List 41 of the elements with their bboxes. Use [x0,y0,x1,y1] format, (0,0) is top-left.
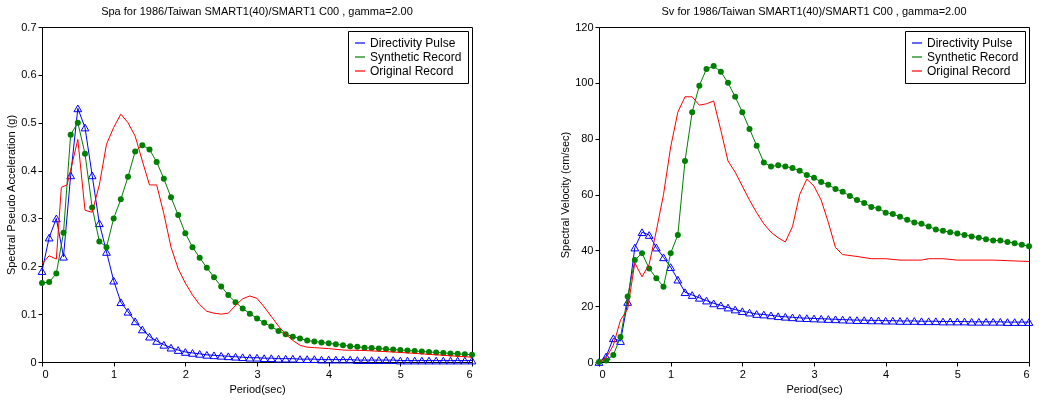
legend-label: Original Record [370,64,454,78]
y-axis-title: Spectral Pseudo Acceleration (g) [5,114,18,276]
y-tick-label: 0.2 [21,259,37,272]
x-tick-label: 3 [254,367,261,380]
x-axis-title: Period(sec) [786,382,843,395]
x-tick-label: 1 [668,367,675,380]
y-axis-title: Spectral Velocity (cm/sec) [559,131,572,259]
y-tick-label: 0.1 [21,307,37,320]
x-tick-label: 2 [739,367,746,380]
y-tick-label: 20 [581,299,594,312]
x-tick-label: 3 [811,367,818,380]
x-tick-label: 2 [182,367,189,380]
legend-label: Original Record [927,64,1011,78]
y-tick-label: 0.3 [21,211,37,224]
y-tick-label: 0.6 [21,68,37,81]
legend-label: Directivity Pulse [927,36,1013,50]
x-tick-label: 5 [397,367,404,380]
y-tick-label: 80 [581,132,594,145]
y-tick-label: 0.5 [21,116,37,129]
x-tick-label: 6 [466,367,473,380]
legend-label: Synthetic Record [927,50,1019,64]
x-tick-label: 4 [883,367,890,380]
chart-title: Spa for 1986/Taiwan SMART1(40)/SMART1 C00 , gamma=2.00 [101,5,413,17]
y-tick-label: 0 [587,355,594,368]
chart-title: Sv for 1986/Taiwan SMART1(40)/SMART1 C00 , gamma=2.00 [661,5,967,17]
x-tick-label: 6 [1023,367,1030,380]
x-tick-label: 0 [42,367,49,380]
y-tick-label: 0.7 [21,20,37,33]
y-tick-label: 100 [575,76,594,89]
legend-label: Synthetic Record [370,50,462,64]
x-axis-title: Period(sec) [229,382,286,395]
y-tick-label: 0.4 [21,164,37,177]
y-tick-label: 0 [30,355,37,368]
x-tick-label: 5 [954,367,961,380]
y-tick-label: 60 [581,188,594,200]
x-tick-label: 4 [326,367,333,380]
x-tick-label: 1 [111,367,118,380]
x-tick-label: 0 [599,367,606,380]
y-tick-label: 120 [575,20,594,33]
legend-label: Directivity Pulse [370,36,456,50]
y-tick-label: 40 [581,243,594,256]
